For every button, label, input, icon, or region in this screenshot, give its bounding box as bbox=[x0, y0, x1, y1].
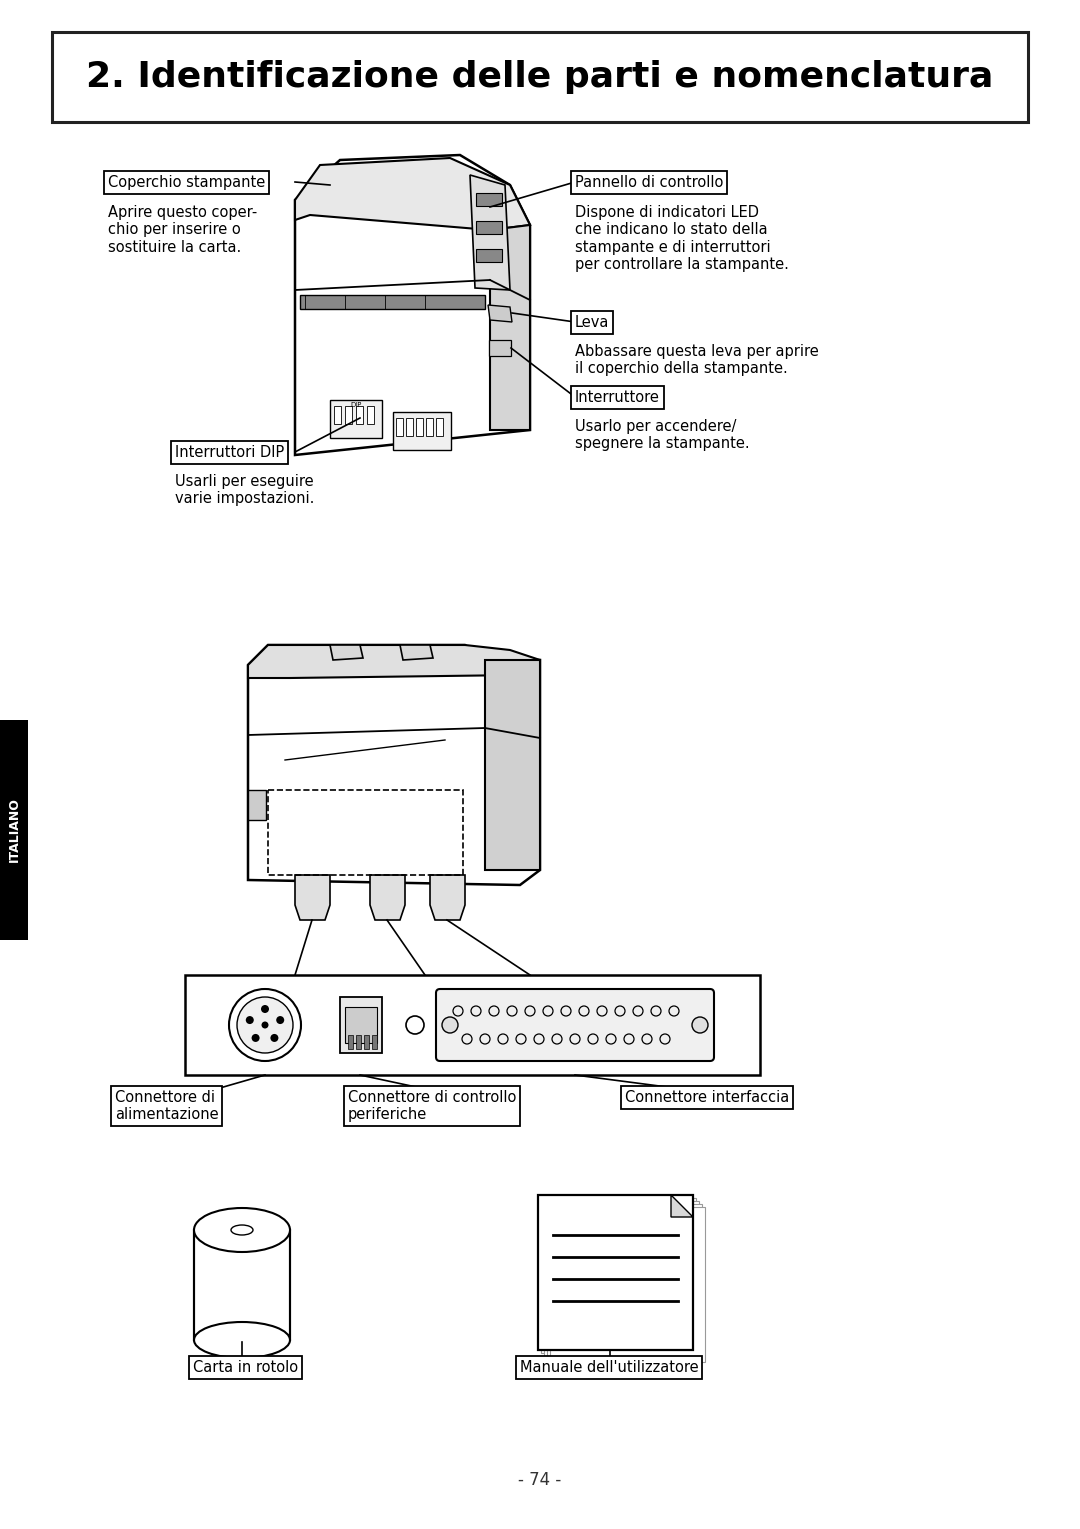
Bar bbox=[476, 222, 502, 234]
Text: Connettore di controllo
periferiche: Connettore di controllo periferiche bbox=[348, 1090, 516, 1122]
Bar bbox=[367, 407, 374, 424]
Bar bbox=[345, 1008, 377, 1043]
Polygon shape bbox=[295, 875, 330, 920]
Bar bbox=[406, 417, 413, 436]
Text: Aprire questo coper-
chio per inserire o
sostituire la carta.: Aprire questo coper- chio per inserire o… bbox=[108, 205, 257, 255]
Bar bbox=[544, 1200, 699, 1356]
Bar bbox=[356, 1035, 361, 1049]
Text: Connettore interfaccia: Connettore interfaccia bbox=[625, 1090, 789, 1105]
Ellipse shape bbox=[194, 1208, 291, 1252]
Text: Manuale dell'utilizzatore: Manuale dell'utilizzatore bbox=[519, 1359, 699, 1375]
Bar bbox=[0, 720, 28, 940]
Bar bbox=[185, 976, 760, 1075]
Text: Interruttori DIP: Interruttori DIP bbox=[175, 445, 284, 460]
Text: 2. Identificazione delle parti e nomenclatura: 2. Identificazione delle parti e nomencl… bbox=[86, 60, 994, 93]
Text: Connettore di
alimentazione: Connettore di alimentazione bbox=[114, 1090, 218, 1122]
Polygon shape bbox=[248, 645, 540, 885]
Ellipse shape bbox=[194, 1323, 291, 1358]
Bar bbox=[546, 1203, 702, 1359]
Circle shape bbox=[246, 1017, 254, 1024]
Text: Dispone di indicatori LED
che indicano lo stato della
stampante e di interruttor: Dispone di indicatori LED che indicano l… bbox=[575, 205, 788, 272]
Bar bbox=[416, 417, 423, 436]
Circle shape bbox=[237, 997, 293, 1053]
Text: Leva: Leva bbox=[575, 315, 609, 330]
Polygon shape bbox=[485, 661, 540, 870]
Polygon shape bbox=[671, 1196, 693, 1217]
Text: - 74 -: - 74 - bbox=[518, 1471, 562, 1489]
Bar bbox=[330, 401, 382, 437]
Bar bbox=[541, 1199, 696, 1353]
Bar bbox=[268, 790, 463, 875]
Text: Carta in rotolo: Carta in rotolo bbox=[193, 1359, 298, 1375]
Polygon shape bbox=[470, 174, 510, 291]
Text: ITALIANO: ITALIANO bbox=[8, 798, 21, 862]
Bar bbox=[393, 411, 451, 450]
Polygon shape bbox=[370, 875, 405, 920]
Bar bbox=[538, 1196, 693, 1350]
Bar bbox=[426, 417, 433, 436]
FancyBboxPatch shape bbox=[436, 989, 714, 1061]
Bar bbox=[194, 1229, 291, 1339]
Bar bbox=[476, 249, 502, 261]
Circle shape bbox=[229, 989, 301, 1061]
Bar bbox=[396, 417, 403, 436]
Bar bbox=[436, 417, 443, 436]
Polygon shape bbox=[490, 225, 530, 430]
Circle shape bbox=[692, 1017, 708, 1034]
Circle shape bbox=[261, 1021, 269, 1029]
Bar bbox=[348, 1035, 353, 1049]
Bar bbox=[248, 790, 266, 820]
Text: Usarlo per accendere/
spegnere la stampante.: Usarlo per accendere/ spegnere la stampa… bbox=[575, 419, 750, 451]
Bar bbox=[340, 997, 382, 1053]
Bar bbox=[300, 295, 485, 309]
Bar bbox=[550, 1206, 705, 1362]
Circle shape bbox=[276, 1017, 284, 1024]
Polygon shape bbox=[248, 645, 540, 677]
Text: Coperchio stampante: Coperchio stampante bbox=[108, 174, 266, 190]
Text: Interruttore: Interruttore bbox=[575, 390, 660, 405]
Polygon shape bbox=[295, 154, 530, 456]
Polygon shape bbox=[295, 157, 530, 229]
Polygon shape bbox=[330, 645, 363, 661]
Circle shape bbox=[442, 1017, 458, 1034]
Circle shape bbox=[406, 1015, 424, 1034]
Bar bbox=[356, 407, 363, 424]
Bar bbox=[345, 407, 352, 424]
Polygon shape bbox=[488, 304, 512, 323]
Text: Pannello di controllo: Pannello di controllo bbox=[575, 174, 724, 190]
Circle shape bbox=[261, 1005, 269, 1014]
Bar bbox=[476, 193, 502, 206]
Bar bbox=[489, 339, 511, 356]
Bar bbox=[372, 1035, 377, 1049]
Circle shape bbox=[252, 1034, 259, 1041]
Polygon shape bbox=[400, 645, 433, 661]
Ellipse shape bbox=[231, 1225, 253, 1235]
Bar bbox=[334, 407, 341, 424]
Polygon shape bbox=[430, 875, 465, 920]
Text: Usarli per eseguire
varie impostazioni.: Usarli per eseguire varie impostazioni. bbox=[175, 474, 314, 506]
Circle shape bbox=[270, 1034, 279, 1041]
Text: Abbassare questa leva per aprire
il coperchio della stampante.: Abbassare questa leva per aprire il cope… bbox=[575, 344, 819, 376]
Bar bbox=[52, 32, 1028, 122]
Bar bbox=[364, 1035, 369, 1049]
Text: DIP: DIP bbox=[350, 402, 362, 408]
